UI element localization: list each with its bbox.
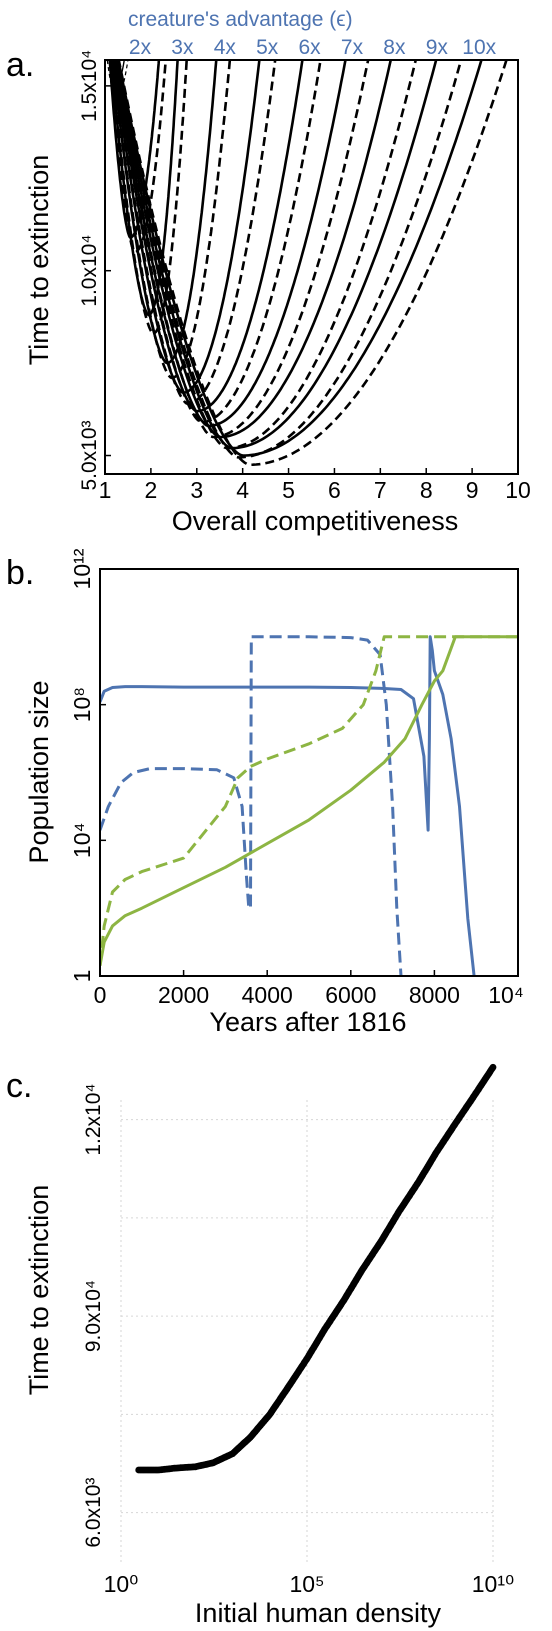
panel-b-y-tick-label: 10¹² [69, 548, 95, 589]
panel-a-y-tick-label: 1.0x10⁴ [78, 235, 101, 307]
panel-b-y-tick-label: 1 [69, 970, 95, 983]
panel-b-x-tick-label: 4000 [242, 982, 293, 1008]
panel-a-x-label: Overall competitiveness [172, 506, 459, 536]
panel-c-y-ticks: 6.0x10³ 9.0x10⁴ 1.2x10⁴ [82, 1084, 105, 1548]
panel-b: b. 0 2000 4000 6000 8000 10⁴ 1 10⁴ 10⁸ 10¹² Year… [6, 548, 524, 1037]
panel-b-series-green-solid [100, 635, 518, 967]
panel-a-curve-small-dashed [106, 60, 129, 98]
panel-a: a. creature's advantage (ϵ) 2x 3x 4x 5x 6x 7x… [6, 8, 531, 536]
panel-a-x-tick-label: 6 [328, 477, 341, 503]
panel-b-y-ticks: 1 10⁴ 10⁸ 10¹² [69, 548, 106, 982]
panel-a-x-tick-label: 1 [99, 477, 112, 503]
panel-c-points [135, 1063, 497, 1474]
panel-a-advantage-label: 3x [171, 36, 194, 59]
panel-b-x-tick-label: 10⁴ [488, 982, 523, 1008]
panel-c-grid [120, 1100, 494, 1565]
panel-a-x-tick-label: 4 [236, 477, 249, 503]
panel-a-y-label: Time to extinction [24, 155, 54, 366]
panel-a-advantage-label: 6x [299, 36, 322, 59]
panel-a-curve-4x-dashed [111, 60, 232, 380]
panel-a-y-ticks: 5.0x10³ 1.0x10⁴ 1.5x10⁴ [78, 50, 111, 491]
panel-a-advantage-label: 7x [341, 36, 364, 59]
panel-b-y-tick-label: 10⁸ [69, 687, 95, 722]
panel-a-curve-small-solid [108, 60, 125, 85]
panel-a-curve-6x-dashed [113, 60, 322, 424]
panel-c-x-label: Initial human density [195, 1598, 442, 1628]
panel-a-x-tick-label: 3 [190, 477, 203, 503]
panel-a-title: creature's advantage (ϵ) [128, 8, 353, 31]
panel-c-x-tick-label: 10¹⁰ [472, 1571, 514, 1597]
panel-a-x-tick-label: 5 [282, 477, 295, 503]
panel-a-advantage-label: 5x [256, 36, 279, 59]
panel-b-x-ticks: 0 2000 4000 6000 8000 10⁴ [94, 970, 524, 1008]
panel-b-x-label: Years after 1816 [209, 1007, 406, 1037]
panel-b-y-tick-label: 10⁴ [69, 823, 95, 858]
panel-c: c. 10⁰ 10⁵ 10¹⁰ 6.0x10³ 9.0x10⁴ 1.2x10⁴ Init… [6, 1063, 515, 1628]
panel-a-y-tick-label: 5.0x10³ [78, 420, 101, 490]
panel-a-advantage-label: 8x [383, 36, 406, 59]
panel-a-advantage-label: 9x [426, 36, 449, 59]
panel-a-advantage-label: 10x [462, 36, 496, 59]
panel-b-series-green-dashed [100, 635, 518, 966]
panel-b-series-blue-dashed [100, 635, 403, 976]
panel-b-x-tick-label: 8000 [409, 982, 460, 1008]
panel-a-advantage-labels: 2x 3x 4x 5x 6x 7x 8x 9x 10x [129, 36, 497, 59]
panel-a-curve-9x-solid [116, 60, 438, 450]
panel-c-x-ticks: 10⁰ 10⁵ 10¹⁰ [104, 1571, 515, 1597]
panel-a-curve-8x-dashed [115, 60, 418, 450]
panel-b-x-tick-label: 6000 [325, 982, 376, 1008]
panel-a-x-ticks: 1 2 3 4 5 6 7 8 9 10 [99, 468, 531, 503]
panel-a-curve-2x-dashed [109, 60, 168, 254]
panel-c-point [489, 1063, 497, 1071]
panel-b-frame [99, 568, 519, 977]
panel-c-y-tick-label: 9.0x10⁴ [82, 1280, 105, 1352]
panel-b-y-label: Population size [24, 680, 54, 863]
panel-a-x-tick-label: 7 [374, 477, 387, 503]
panel-a-x-tick-label: 2 [144, 477, 157, 503]
panel-a-advantage-label: 4x [214, 36, 237, 59]
panel-c-letter: c. [6, 1067, 32, 1105]
panel-a-curve-3x-solid [109, 60, 179, 317]
panel-a-y-tick-label: 1.5x10⁴ [78, 50, 101, 122]
panel-b-series-blue-solid [100, 635, 476, 976]
panel-a-advantage-label: 2x [129, 36, 152, 59]
panel-c-x-tick-label: 10⁰ [104, 1571, 139, 1597]
panel-a-curve-8x-solid [115, 60, 393, 439]
panel-a-curve-4x-solid [111, 60, 218, 365]
panel-a-curve-7x-dashed [114, 60, 370, 439]
panel-a-curve-10x-dashed [117, 60, 508, 467]
panel-c-y-tick-label: 6.0x10³ [82, 1478, 105, 1548]
panel-a-x-tick-label: 9 [466, 477, 479, 503]
panel-a-curves [106, 60, 508, 467]
panel-a-x-tick-label: 8 [420, 477, 433, 503]
panel-a-curve-10x-solid [117, 60, 483, 457]
panel-b-curves [100, 635, 518, 976]
panel-b-x-tick-label: 0 [94, 982, 107, 1008]
panel-c-y-tick-label: 1.2x10⁴ [82, 1084, 105, 1156]
panel-c-y-label: Time to extinction [24, 1185, 54, 1396]
panel-b-x-tick-label: 2000 [158, 982, 209, 1008]
panel-a-x-tick-label: 10 [505, 477, 531, 503]
panel-b-letter: b. [6, 554, 34, 592]
panel-a-frame [104, 59, 519, 475]
panel-c-x-tick-label: 10⁵ [289, 1571, 324, 1597]
panel-a-letter: a. [6, 46, 34, 84]
